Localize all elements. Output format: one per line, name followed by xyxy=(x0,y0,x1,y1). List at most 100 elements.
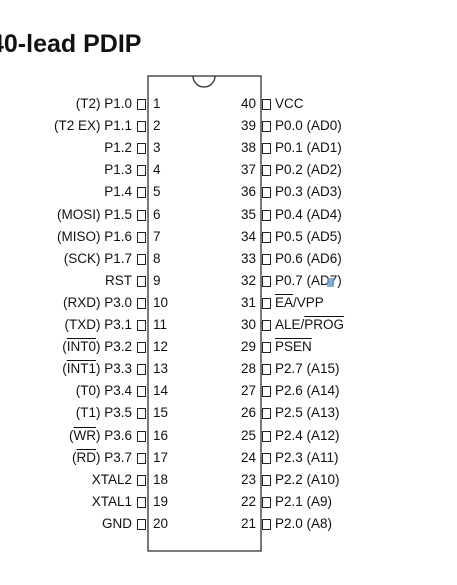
right-pin-label: P0.3 (AD3) xyxy=(275,184,342,200)
right-pin-label: EA/VPP xyxy=(275,295,324,311)
left-pin-number: 3 xyxy=(153,140,161,156)
pin-label-pre: (T1) P3.5 xyxy=(75,405,132,421)
left-pin-pad xyxy=(137,143,146,155)
right-pin-pad xyxy=(262,518,271,530)
left-pin-label: (INT1) P3.3 xyxy=(0,361,132,377)
right-pin-number: 38 xyxy=(240,140,256,156)
right-pin-pad xyxy=(262,496,271,508)
left-pin-pad xyxy=(137,275,146,287)
pin-label-pre: P2.3 (A11) xyxy=(275,449,339,465)
left-pin-label: (T0) P3.4 xyxy=(0,383,132,399)
selection-marker xyxy=(327,278,334,287)
left-pin-label: RST xyxy=(0,273,132,289)
right-pin-number: 27 xyxy=(240,383,256,399)
pin-label-pre: (TXD) P3.1 xyxy=(64,317,132,332)
pin-label-bar: RD xyxy=(76,449,96,465)
right-pin-pad xyxy=(262,275,271,287)
pin-label-pre: P0.4 (AD4) xyxy=(275,206,342,222)
right-pin-pad xyxy=(262,430,271,442)
right-pin-number: 29 xyxy=(240,339,256,355)
pin-label-post: /VPP xyxy=(293,294,324,310)
right-pin-number: 34 xyxy=(240,228,256,244)
left-pin-label: (RXD) P3.0 xyxy=(0,295,132,311)
right-pin-label: P2.5 (A13) xyxy=(275,405,340,421)
pin-label-pre: XTAL1 xyxy=(91,493,132,509)
pin-label-pre: ALE/ xyxy=(275,317,305,332)
left-pin-label: (T1) P3.5 xyxy=(0,405,132,421)
chip-outline xyxy=(147,75,262,552)
left-pin-pad xyxy=(137,320,146,331)
left-pin-label: P1.3 xyxy=(0,162,132,178)
pin-label-pre: (T2) P1.0 xyxy=(75,96,132,111)
left-pin-label: (WR) P3.6 xyxy=(0,428,132,444)
chip-notch xyxy=(192,75,216,88)
left-pin-number: 4 xyxy=(153,162,161,178)
right-pin-pad xyxy=(262,121,271,133)
left-pin-number: 16 xyxy=(153,427,169,443)
right-pin-number: 37 xyxy=(240,162,256,178)
right-pin-label: VCC xyxy=(275,96,304,112)
right-pin-number: 36 xyxy=(240,184,256,200)
pin-label-pre: P2.2 (A10) xyxy=(275,471,340,487)
pin-label-bar: PSEN xyxy=(275,339,312,355)
diagram-title: 40-lead PDIP xyxy=(0,30,142,58)
left-pin-pad xyxy=(137,408,146,420)
left-pin-number: 17 xyxy=(153,449,169,465)
left-pin-number: 13 xyxy=(153,361,169,377)
pin-label-bar: INT1 xyxy=(66,361,96,377)
pin-label-pre: P2.7 (A15) xyxy=(275,361,340,377)
left-pin-label: P1.4 xyxy=(0,184,132,200)
pin-label-post: ) P3.3 xyxy=(95,361,132,377)
pin-label-pre: P0.5 (AD5) xyxy=(275,228,342,244)
right-pin-number: 30 xyxy=(240,317,256,332)
left-pin-pad xyxy=(137,364,146,376)
left-pin-number: 19 xyxy=(153,493,169,509)
pin-label-pre: P2.1 (A9) xyxy=(275,493,333,509)
right-pin-pad xyxy=(262,99,271,110)
left-pin-label: (MOSI) P1.5 xyxy=(0,207,132,223)
pin-label-pre: P2.4 (A12) xyxy=(275,427,340,443)
pin-label-pre: P0.0 (AD0) xyxy=(275,118,342,134)
pin-label-bar: WR xyxy=(73,427,96,443)
left-pin-label: (INT0) P3.2 xyxy=(0,339,132,355)
left-pin-label: (SCK) P1.7 xyxy=(0,251,132,267)
right-pin-label: P0.5 (AD5) xyxy=(275,229,342,245)
left-pin-number: 7 xyxy=(153,228,161,244)
left-pin-number: 10 xyxy=(153,294,169,310)
right-pin-number: 35 xyxy=(240,206,256,222)
pin-label-pre: (T0) P3.4 xyxy=(75,383,132,399)
pin-label-post: ) P3.7 xyxy=(95,449,132,465)
left-pin-label: (TXD) P3.1 xyxy=(0,317,132,333)
pin-label-pre: (MOSI) P1.5 xyxy=(56,206,132,222)
right-pin-pad xyxy=(262,165,271,177)
pin-label-bar: EA xyxy=(275,294,294,310)
right-pin-label: P2.0 (A8) xyxy=(275,516,332,532)
right-pin-number: 32 xyxy=(240,272,256,288)
left-pin-label: XTAL1 xyxy=(0,494,132,510)
right-pin-label: P2.1 (A9) xyxy=(275,494,332,510)
pin-label-pre: P1.4 xyxy=(104,184,132,200)
right-pin-label: P0.6 (AD6) xyxy=(275,251,342,267)
pin-label-bar: PROG xyxy=(304,317,345,332)
pin-label-pre: P0.1 (AD1) xyxy=(275,140,342,156)
pin-label-pre: GND xyxy=(102,515,132,531)
left-pin-label: (MISO) P1.6 xyxy=(0,229,132,245)
pin-label-pre: VCC xyxy=(275,96,304,111)
right-pin-label: P2.3 (A11) xyxy=(275,450,339,466)
left-pin-number: 1 xyxy=(153,96,161,111)
right-pin-pad xyxy=(262,342,271,354)
right-pin-number: 31 xyxy=(240,294,256,310)
right-pin-pad xyxy=(262,364,271,376)
right-pin-label: P2.7 (A15) xyxy=(275,361,340,377)
right-pin-pad xyxy=(262,231,271,243)
right-pin-pad xyxy=(262,452,271,464)
left-pin-pad xyxy=(137,386,146,398)
left-pin-number: 20 xyxy=(153,515,169,531)
pin-label-pre: ( xyxy=(71,449,77,465)
left-pin-number: 11 xyxy=(153,317,168,332)
left-pin-label: (T2) P1.0 xyxy=(0,96,132,112)
left-pin-number: 6 xyxy=(153,206,161,222)
left-pin-number: 9 xyxy=(153,272,161,288)
left-pin-pad xyxy=(137,342,146,354)
left-pin-number: 18 xyxy=(153,471,169,487)
